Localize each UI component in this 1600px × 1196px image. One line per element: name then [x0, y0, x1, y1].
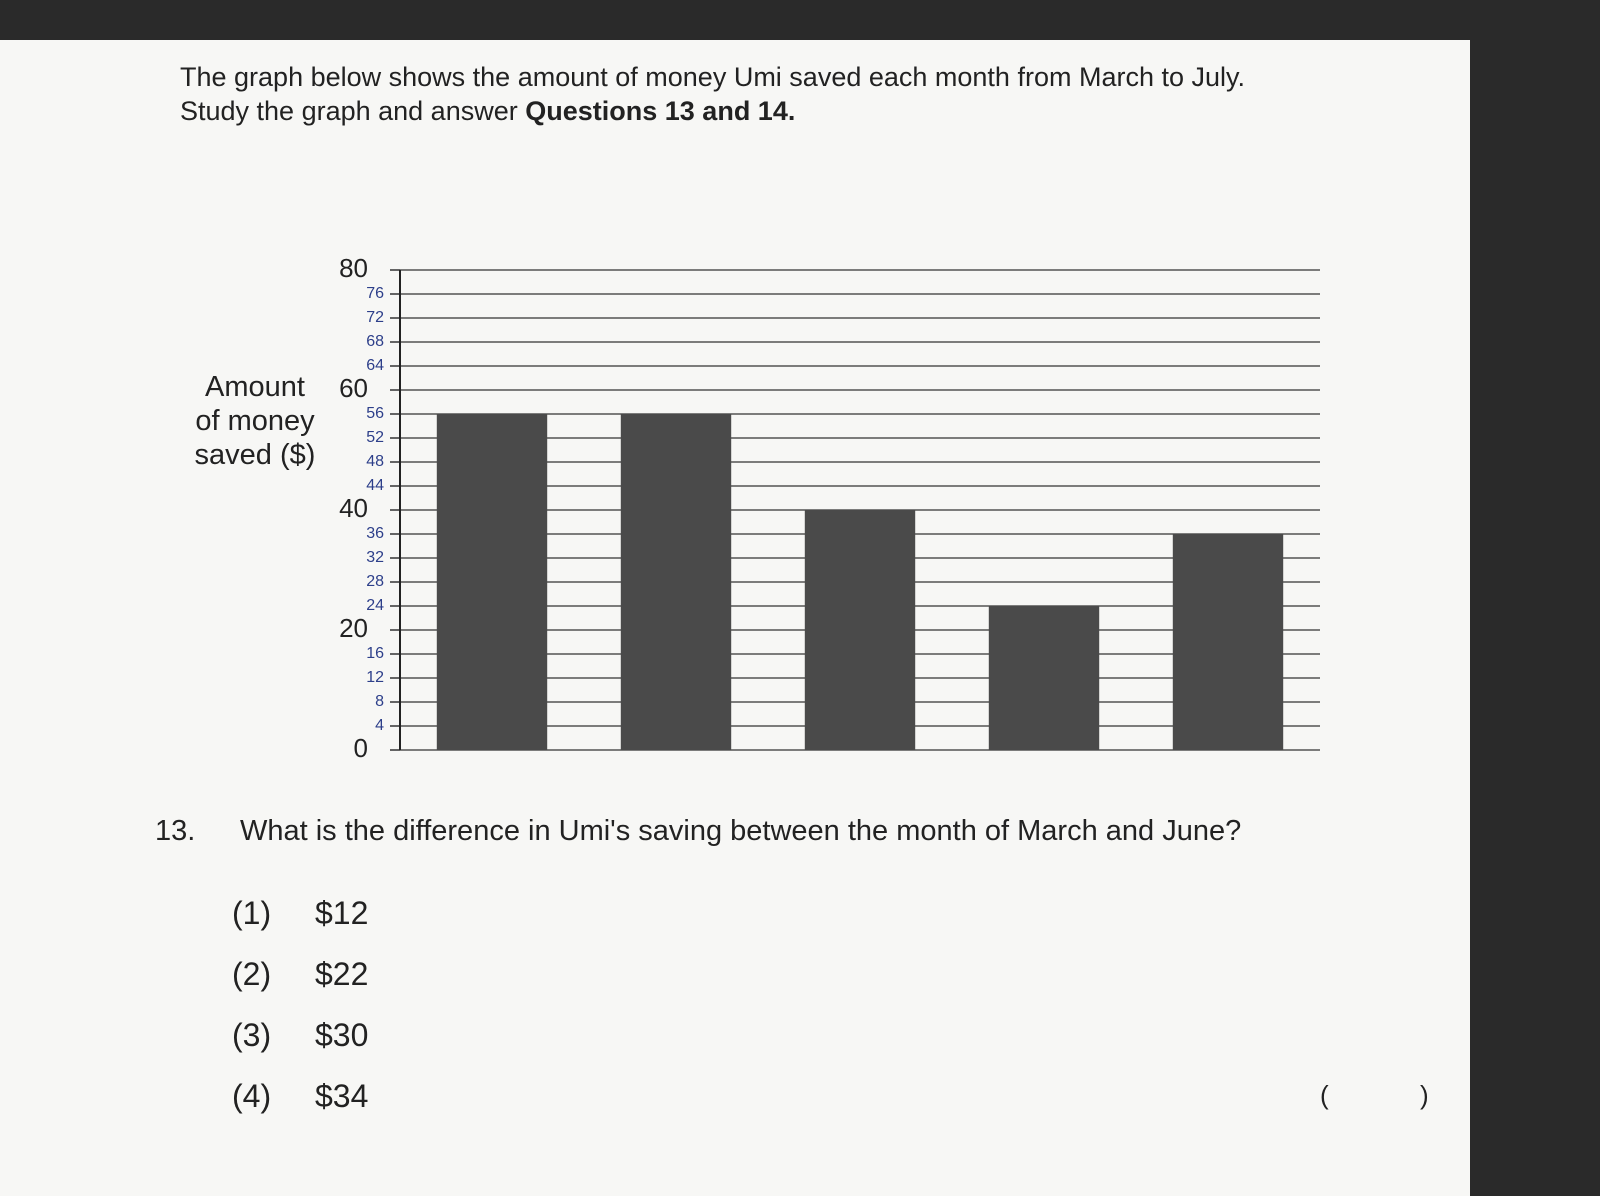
y-tick-label: 12: [366, 669, 384, 686]
option-text: $22: [315, 956, 369, 992]
y-tick-label: 60: [339, 373, 368, 403]
y-tick-label: 48: [366, 453, 384, 470]
question-text: What is the difference in Umi's saving b…: [240, 815, 1242, 847]
y-tick-label: 40: [339, 493, 368, 523]
x-tick-label: April: [649, 769, 703, 770]
option-number: (1): [232, 895, 272, 931]
option-number: (4): [232, 1078, 272, 1114]
intro-line: The graph below shows the amount of mone…: [180, 62, 1245, 92]
bracket: ): [1420, 1080, 1429, 1110]
y-tick-label: 56: [366, 405, 384, 422]
y-tick-label: 16: [366, 645, 384, 662]
y-axis-label: Amount of money saved ($): [194, 371, 316, 471]
y-tick-label: 64: [366, 357, 384, 374]
chart: 048121620242832364044485256606468727680M…: [339, 253, 1320, 770]
y-tick-label: 0: [354, 733, 368, 763]
intro-bold: Questions 13 and 14.: [525, 96, 796, 126]
y-tick-label: 24: [366, 597, 384, 614]
y-tick-label: 36: [366, 525, 384, 542]
y-tick-label: 68: [366, 333, 384, 350]
intro-text: Study the graph and answer: [180, 96, 518, 126]
x-tick-label: March: [454, 769, 529, 770]
y-tick-label: 80: [339, 253, 368, 283]
intro-line: Study the graph and answer Questions 13 …: [180, 96, 795, 127]
bar: [804, 510, 916, 750]
y-tick-label: 72: [366, 309, 384, 326]
option-text: $30: [315, 1017, 369, 1053]
y-tick-label: 28: [366, 573, 384, 590]
y-tick-label: 4: [375, 717, 384, 734]
worksheet: The graph below shows the amount of mone…: [0, 40, 1470, 1196]
y-tick-label: 32: [366, 549, 384, 566]
y-tick-label: 52: [366, 429, 384, 446]
bracket: (: [1320, 1080, 1329, 1110]
bar: [988, 606, 1100, 750]
x-tick-label: June: [1015, 769, 1074, 770]
option-number: (2): [232, 956, 272, 992]
question-number: 13.: [155, 815, 196, 847]
bar: [1172, 534, 1284, 750]
x-tick-label: May: [834, 769, 886, 770]
y-tick-label: 44: [366, 477, 384, 494]
x-tick-label: July: [1204, 769, 1253, 770]
y-tick-label: 20: [339, 613, 368, 643]
y-tick-label: 76: [366, 285, 384, 302]
bar: [620, 414, 732, 750]
y-tick-label: 8: [375, 693, 384, 710]
option-text: $12: [315, 895, 369, 931]
bar: [436, 414, 548, 750]
option-number: (3): [232, 1017, 272, 1053]
option-text: $34: [315, 1078, 369, 1114]
